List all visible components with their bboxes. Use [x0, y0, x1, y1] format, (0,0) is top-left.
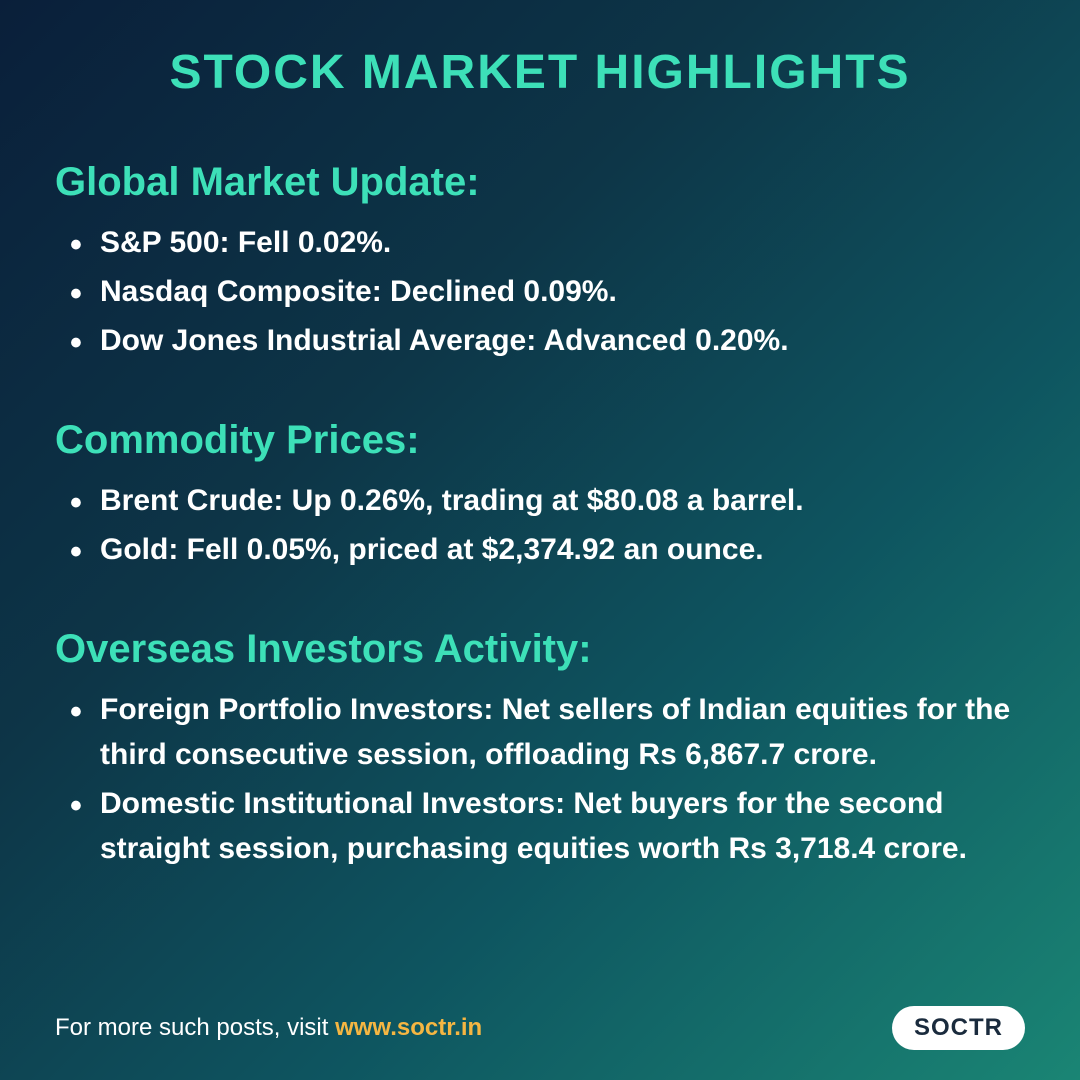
bullet-list: S&P 500: Fell 0.02%. Nasdaq Composite: D…	[55, 220, 1025, 363]
section-overseas: Overseas Investors Activity: Foreign Por…	[55, 627, 1025, 871]
section-heading: Global Market Update:	[55, 160, 1025, 205]
bullet-list: Foreign Portfolio Investors: Net sellers…	[55, 687, 1025, 871]
footer-link[interactable]: www.soctr.in	[335, 1014, 482, 1041]
list-item: Nasdaq Composite: Declined 0.09%.	[100, 269, 1025, 314]
footer-prefix: For more such posts, visit	[55, 1014, 335, 1041]
list-item: Dow Jones Industrial Average: Advanced 0…	[100, 318, 1025, 363]
list-item: S&P 500: Fell 0.02%.	[100, 220, 1025, 265]
page-title: STOCK MARKET HIGHLIGHTS	[55, 45, 1025, 100]
footer: For more such posts, visit www.soctr.in …	[55, 1006, 1025, 1050]
section-heading: Overseas Investors Activity:	[55, 627, 1025, 672]
list-item: Domestic Institutional Investors: Net bu…	[100, 781, 1025, 871]
bullet-list: Brent Crude: Up 0.26%, trading at $80.08…	[55, 478, 1025, 572]
section-heading: Commodity Prices:	[55, 418, 1025, 463]
footer-text: For more such posts, visit www.soctr.in	[55, 1014, 482, 1042]
list-item: Gold: Fell 0.05%, priced at $2,374.92 an…	[100, 527, 1025, 572]
logo-badge: SOCTR	[892, 1006, 1025, 1050]
list-item: Foreign Portfolio Investors: Net sellers…	[100, 687, 1025, 777]
list-item: Brent Crude: Up 0.26%, trading at $80.08…	[100, 478, 1025, 523]
section-global-market: Global Market Update: S&P 500: Fell 0.02…	[55, 160, 1025, 363]
section-commodity: Commodity Prices: Brent Crude: Up 0.26%,…	[55, 418, 1025, 572]
